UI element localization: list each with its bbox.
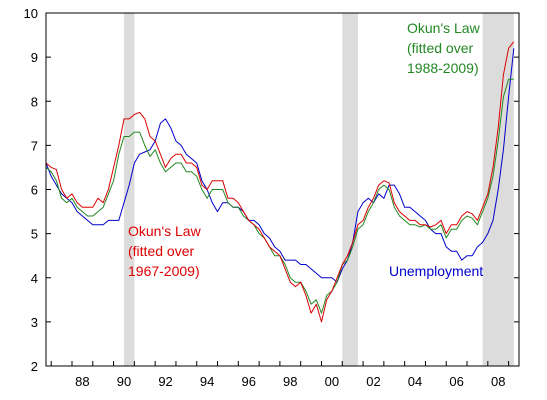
x-tick-label: 98: [283, 374, 297, 389]
x-tick-label: 04: [408, 374, 422, 389]
annotation-label-2: Unemployment: [389, 263, 483, 279]
x-tick-label: 90: [117, 374, 131, 389]
annotation-label-1: (fitted over: [128, 243, 194, 259]
annotation-label-1: 1967-2009): [128, 263, 200, 279]
recession-shading-group: [123, 13, 514, 366]
x-tick-label: 94: [200, 374, 214, 389]
x-tick-label: 88: [75, 374, 89, 389]
x-tick-label: 02: [366, 374, 380, 389]
y-tick-label: 3: [31, 315, 38, 330]
y-tick-label: 2: [31, 359, 38, 374]
y-axis: 2 3 4 5 6 7 8 9 10: [24, 6, 519, 374]
x-axis: 88 90 92 94 96 98 00 02 04 06 08: [50, 361, 510, 389]
annotation-label-0: 1988-2009): [407, 60, 479, 76]
y-tick-label: 6: [31, 183, 38, 198]
x-tick-label: 92: [158, 374, 172, 389]
x-tick-label: 08: [491, 374, 505, 389]
series-line-0: [45, 48, 515, 283]
y-tick-label: 5: [31, 227, 38, 242]
y-tick-label: 8: [31, 94, 38, 109]
y-tick-label: 10: [24, 6, 38, 21]
recession-band-0: [123, 13, 135, 366]
series-line-1: [45, 41, 515, 323]
x-tick-label: 06: [449, 374, 463, 389]
annotations-group: Okun's Law (fitted over 1988-2009) Okun's L…: [128, 20, 483, 279]
annotation-label-0: (fitted over: [407, 40, 473, 56]
series-lines-group: [45, 41, 515, 323]
x-tick-label: 00: [325, 374, 339, 389]
y-tick-label: 4: [31, 271, 38, 286]
y-tick-label: 9: [31, 50, 38, 65]
recession-band-1: [342, 13, 358, 366]
annotation-label-1: Okun's Law: [128, 223, 202, 239]
x-tick-label: 96: [241, 374, 255, 389]
annotation-label-0: Okun's Law: [407, 20, 481, 36]
y-tick-label: 7: [31, 138, 38, 153]
